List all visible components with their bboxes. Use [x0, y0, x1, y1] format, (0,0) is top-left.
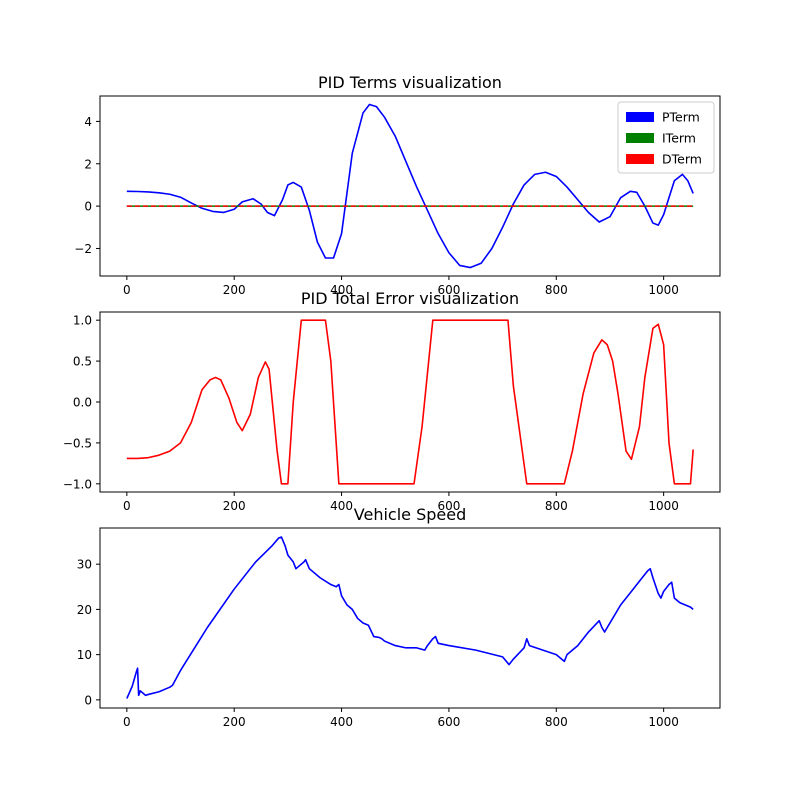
x-tick-label: 1000: [648, 715, 679, 729]
x-tick-label: 800: [545, 499, 568, 513]
y-tick-label: 2: [84, 157, 92, 171]
y-tick-label: −1.0: [63, 477, 92, 491]
x-tick-label: 0: [123, 499, 131, 513]
chart-title: Vehicle Speed: [354, 505, 466, 524]
legend-label-iterm: ITerm: [662, 131, 696, 146]
x-tick-label: 800: [545, 283, 568, 297]
x-tick-label: 0: [123, 283, 131, 297]
y-tick-label: −0.5: [63, 436, 92, 450]
series-line-1: [126, 319, 694, 485]
chart-title: PID Total Error visualization: [301, 289, 519, 308]
x-tick-label: 200: [223, 499, 246, 513]
y-tick-label: 0.5: [73, 355, 92, 369]
x-tick-label: 1000: [648, 283, 679, 297]
series-line-1: [126, 536, 694, 699]
x-tick-label: 400: [330, 715, 353, 729]
x-tick-label: 0: [123, 715, 131, 729]
x-tick-label: 200: [223, 283, 246, 297]
chart-title: PID Terms visualization: [318, 73, 502, 92]
y-tick-label: 0: [84, 693, 92, 707]
legend-swatch-iterm: [626, 133, 654, 143]
y-tick-label: 20: [77, 603, 92, 617]
y-tick-label: 1.0: [73, 314, 92, 328]
y-tick-label: 0.0: [73, 396, 92, 410]
axes-frame: [99, 95, 721, 277]
legend: PTerm ITerm DTerm: [617, 101, 715, 174]
x-tick-label: 400: [330, 283, 353, 297]
subplot-3: 0 200 400 600 800 1000 0 10 20 30 Vehicle Speed: [77, 505, 721, 729]
x-tick-label: 1000: [648, 499, 679, 513]
subplot-2: 0 200 400 600 800 1000 −1.0 −0.5 0.0 0.5 1.0 PID To…: [63, 289, 721, 513]
y-tick-label: 10: [77, 648, 92, 662]
x-tick-label: 600: [437, 283, 460, 297]
y-tick-label: −2: [74, 242, 92, 256]
legend-swatch-pterm: [626, 112, 654, 122]
x-tick-label: 600: [437, 715, 460, 729]
series-line-pterm: [126, 103, 694, 269]
subplot-1: 0 200 400 600 800 1000 −2 0 2 4 PID Terms visualiz…: [74, 73, 721, 297]
axes-frame: [99, 311, 721, 493]
legend-label-dterm: DTerm: [662, 152, 702, 167]
y-tick-label: 4: [84, 115, 92, 129]
legend-label-pterm: PTerm: [662, 110, 700, 125]
x-tick-label: 800: [545, 715, 568, 729]
legend-swatch-dterm: [626, 154, 654, 164]
x-tick-label: 400: [330, 499, 353, 513]
y-tick-label: 30: [77, 558, 92, 572]
x-tick-label: 600: [437, 499, 460, 513]
axes-frame: [99, 527, 721, 709]
y-tick-label: 0: [84, 200, 92, 214]
x-tick-label: 200: [223, 715, 246, 729]
